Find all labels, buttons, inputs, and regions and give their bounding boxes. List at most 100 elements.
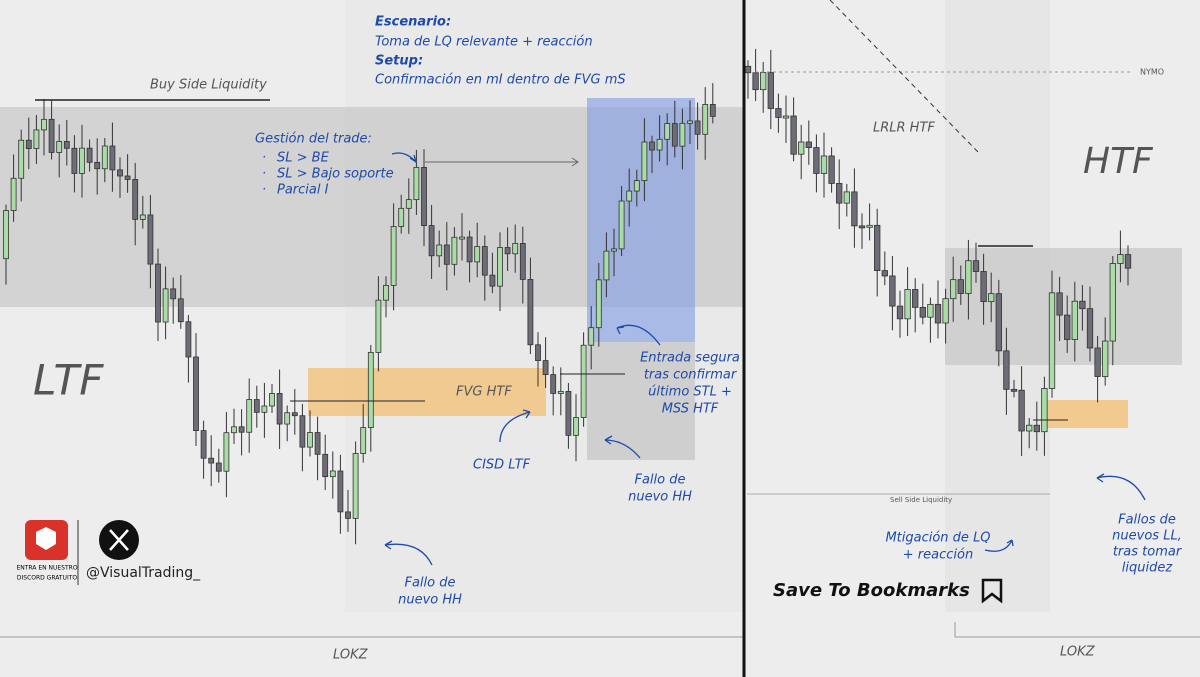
candle xyxy=(965,260,972,294)
text-line: tras tomar xyxy=(1113,545,1183,560)
candle xyxy=(702,104,709,135)
candle xyxy=(367,351,374,428)
candle xyxy=(329,470,336,478)
candle xyxy=(291,412,298,417)
fvg-zone xyxy=(308,368,546,416)
candle xyxy=(828,155,835,184)
candle xyxy=(451,236,458,265)
candle xyxy=(421,167,427,226)
candle xyxy=(481,246,488,276)
candle xyxy=(851,191,858,227)
candle xyxy=(269,393,275,407)
candle xyxy=(512,243,519,255)
candle xyxy=(504,247,511,255)
candle xyxy=(626,190,633,202)
candle xyxy=(1064,314,1071,340)
candle xyxy=(177,298,184,323)
candle xyxy=(139,214,146,220)
htf-fvg xyxy=(1043,400,1128,428)
candle xyxy=(950,279,957,300)
bullet: · xyxy=(262,183,266,198)
candle xyxy=(413,167,420,201)
label: LRLR HTF xyxy=(873,121,935,136)
candle xyxy=(185,321,192,358)
candle xyxy=(443,244,450,265)
candle xyxy=(649,141,655,151)
label: FVG HTF xyxy=(456,385,512,400)
candle xyxy=(760,72,767,91)
title: LTF xyxy=(33,356,104,405)
arrow-head xyxy=(571,157,579,167)
bookmark-icon[interactable] xyxy=(981,578,1003,604)
text-line: último STL + xyxy=(648,385,732,400)
candle xyxy=(466,236,473,263)
candle xyxy=(744,65,752,74)
candle xyxy=(428,225,435,257)
candle xyxy=(246,399,253,433)
candle xyxy=(588,327,595,346)
candle xyxy=(709,104,716,117)
candle xyxy=(124,175,131,180)
candle xyxy=(33,129,40,149)
candle xyxy=(767,72,774,109)
candle xyxy=(71,147,78,174)
candle xyxy=(889,275,896,307)
candle xyxy=(1086,308,1094,349)
candle xyxy=(927,303,934,318)
candle xyxy=(170,288,177,300)
candle xyxy=(580,344,587,418)
arrows xyxy=(384,152,1146,566)
candle xyxy=(573,417,579,436)
candle xyxy=(253,399,260,413)
candle xyxy=(307,432,313,448)
text-line: ENTRA EN NUESTRO xyxy=(16,565,77,572)
candle xyxy=(375,299,382,353)
candle xyxy=(41,118,47,131)
candle xyxy=(109,145,116,171)
label: CISD LTF xyxy=(473,458,531,473)
htf-zone xyxy=(945,248,1182,365)
candle xyxy=(238,426,245,433)
bullet: · xyxy=(262,167,266,182)
candles xyxy=(3,48,1132,545)
item: SL > BE xyxy=(277,151,330,166)
candle xyxy=(603,250,610,281)
candle xyxy=(101,145,108,170)
text: Confirmación en mI dentro de FVG mS xyxy=(375,73,626,88)
candle xyxy=(132,179,139,220)
candle xyxy=(1109,263,1116,342)
text-line: Entrada segura xyxy=(640,351,740,366)
candle xyxy=(63,141,70,149)
heading: Gestión del trade: xyxy=(255,132,372,147)
label: Escenario: xyxy=(375,15,451,30)
candle xyxy=(527,279,534,346)
candle xyxy=(679,122,686,147)
bookmark[interactable]: Save To Bookmarks xyxy=(773,580,970,601)
candle xyxy=(904,289,911,320)
candle xyxy=(595,279,602,329)
candle xyxy=(276,393,283,425)
candle xyxy=(18,139,25,179)
candle xyxy=(1033,424,1040,433)
text-line: Fallo de xyxy=(634,473,685,488)
candle xyxy=(866,224,873,228)
candle xyxy=(618,200,625,250)
candle xyxy=(208,457,215,464)
candle xyxy=(1041,388,1048,433)
candle xyxy=(995,293,1002,352)
label: Buy Side Liquidity xyxy=(150,78,267,93)
candle xyxy=(858,225,866,229)
candle xyxy=(86,147,93,163)
label: Sell Side Liquidity xyxy=(890,496,952,504)
candle xyxy=(345,511,351,519)
candle xyxy=(436,244,443,257)
candle xyxy=(874,224,881,271)
candle xyxy=(1018,389,1025,432)
candle xyxy=(56,141,63,153)
label: LOKZ xyxy=(333,648,369,663)
candle xyxy=(497,247,503,287)
candle xyxy=(147,214,154,265)
candle xyxy=(383,284,389,301)
candle xyxy=(3,210,9,260)
candle xyxy=(155,263,161,323)
